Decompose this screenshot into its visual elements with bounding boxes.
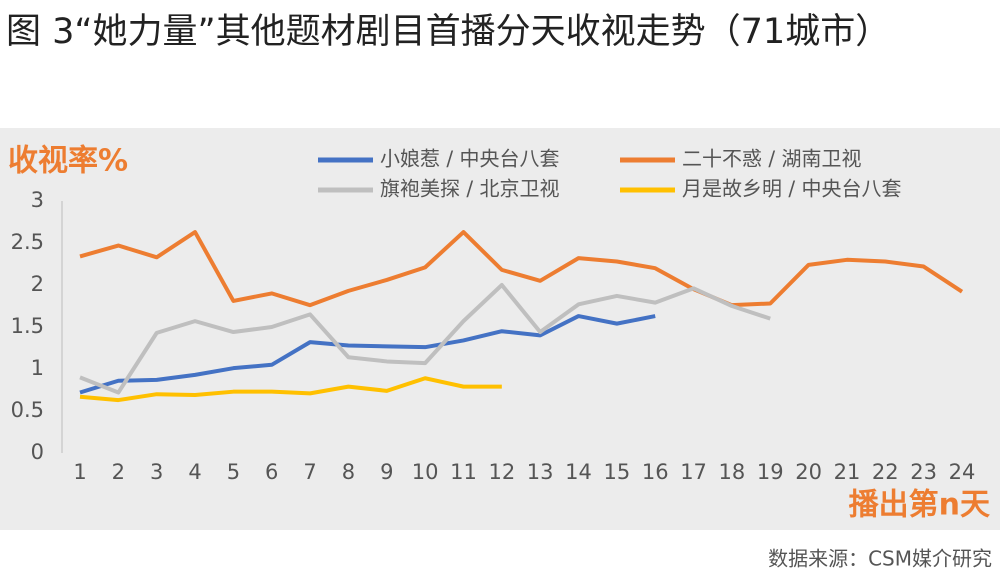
x-tick-label: 16 [642,460,669,484]
series-line [79,230,964,308]
x-tick-label: 6 [265,460,278,484]
x-tick-label: 23 [910,460,937,484]
x-tick-label: 12 [488,460,515,484]
legend-label: 旗袍美探 / 北京卫视 [380,177,559,201]
legend-label: 小娘惹 / 中央台八套 [380,147,559,171]
x-tick-label: 18 [719,460,746,484]
x-tick-label: 14 [565,460,592,484]
x-tick-label: 11 [450,460,477,484]
series-line [79,314,656,395]
title: 图 3“她力量”其他题材剧目首播分天收视走势（71城市） [6,12,891,52]
x-tick-label: 1 [73,460,86,484]
y-tick-label: 0.5 [11,398,44,422]
y-tick-label: 2 [31,272,44,296]
x-tick-label: 24 [949,460,976,484]
x-tick-label: 10 [412,460,439,484]
y-tick-label: 1.5 [11,314,44,338]
x-tick-label: 17 [680,460,707,484]
series-line [79,283,771,395]
x-tick-label: 5 [227,460,240,484]
series-line [79,376,502,403]
x-tick-label: 19 [757,460,784,484]
source: 数据来源：CSM媒介研究 [768,547,992,571]
x-tick-label: 15 [604,460,631,484]
y-tick-label: 2.5 [11,230,44,254]
x-tick-label: 13 [527,460,554,484]
x-tick-label: 22 [872,460,899,484]
x-tick-label: 8 [342,460,355,484]
legend-label: 月是故乡明 / 中央台八套 [682,177,901,201]
x-tick-label: 2 [112,460,125,484]
x-axis-label: 播出第n天 [849,488,990,523]
x-tick-label: 3 [150,460,163,484]
y-tick-label: 3 [31,188,44,212]
x-tick-label: 4 [188,460,201,484]
x-tick-label: 21 [834,460,861,484]
legend-label: 二十不惑 / 湖南卫视 [682,147,861,171]
x-tick-label: 9 [380,460,393,484]
y-axis-label: 收视率% [8,144,128,179]
y-tick-label: 0 [31,440,44,464]
y-tick-label: 1 [31,356,44,380]
x-tick-label: 20 [795,460,822,484]
x-tick-label: 7 [303,460,316,484]
